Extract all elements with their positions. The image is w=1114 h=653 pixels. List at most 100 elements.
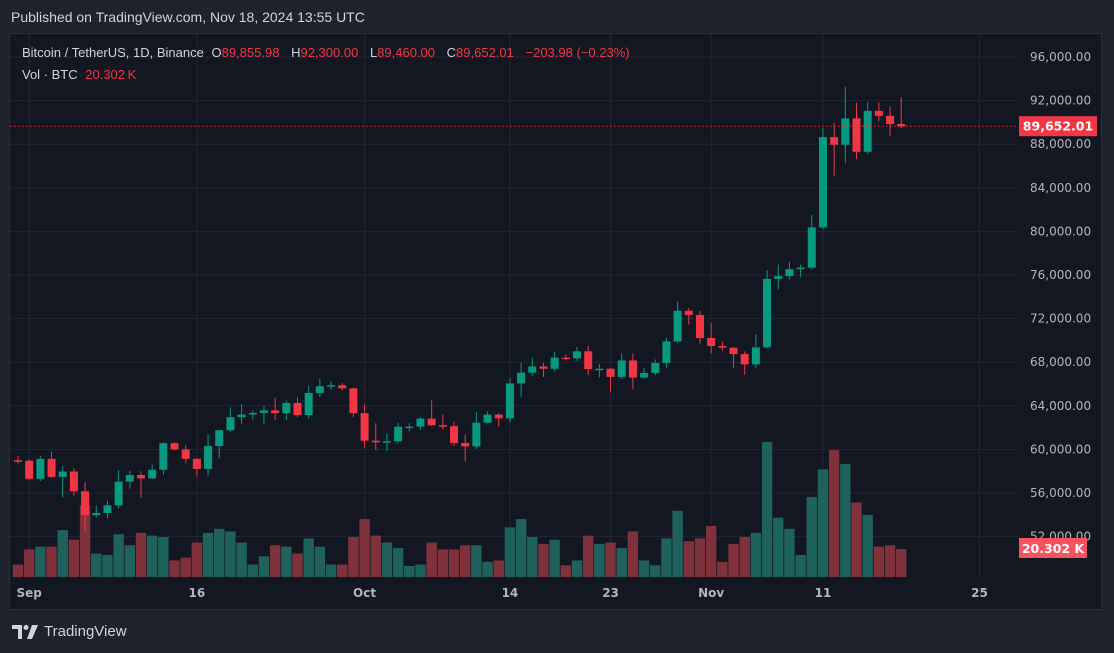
candle-body[interactable] xyxy=(36,458,45,479)
volume-bar[interactable] xyxy=(135,532,147,577)
volume-bar[interactable] xyxy=(437,549,449,577)
candle-body[interactable] xyxy=(371,440,380,443)
candle-body[interactable] xyxy=(729,347,738,355)
candle-body[interactable] xyxy=(416,418,425,427)
candle-body[interactable] xyxy=(69,471,78,492)
volume-bar[interactable] xyxy=(582,535,594,577)
volume-bar[interactable] xyxy=(896,549,907,577)
candle-body[interactable] xyxy=(695,314,704,339)
candle-body[interactable] xyxy=(125,475,134,482)
volume-bar[interactable] xyxy=(337,564,348,577)
candle-body[interactable] xyxy=(192,458,201,469)
candle-body[interactable] xyxy=(25,460,34,479)
candle-body[interactable] xyxy=(14,460,22,462)
candle-body[interactable] xyxy=(349,388,358,414)
candle-body[interactable] xyxy=(259,410,268,413)
volume-bar[interactable] xyxy=(370,535,381,577)
volume-bar[interactable] xyxy=(761,441,773,577)
volume-bar[interactable] xyxy=(23,549,35,577)
candle-body[interactable] xyxy=(92,513,101,516)
candle-body[interactable] xyxy=(886,115,895,125)
volume-bar[interactable] xyxy=(828,450,840,577)
volume-bar[interactable] xyxy=(482,561,493,577)
volume-bar[interactable] xyxy=(773,517,784,577)
volume-bar[interactable] xyxy=(325,564,337,577)
volume-bar[interactable] xyxy=(571,560,583,577)
candle-body[interactable] xyxy=(517,372,526,384)
volume-bar[interactable] xyxy=(560,565,572,577)
volume-bar[interactable] xyxy=(817,469,829,577)
volume-bar[interactable] xyxy=(471,545,482,577)
candle-body[interactable] xyxy=(707,338,716,347)
volume-bar[interactable] xyxy=(605,542,616,577)
volume-bar[interactable] xyxy=(717,561,728,577)
volume-bar[interactable] xyxy=(269,545,281,577)
candle-body[interactable] xyxy=(405,426,414,429)
candle-body[interactable] xyxy=(114,481,123,506)
volume-bar[interactable] xyxy=(784,528,795,577)
volume-bar[interactable] xyxy=(146,535,158,577)
volume-bar[interactable] xyxy=(627,531,639,577)
candle-body[interactable] xyxy=(606,368,615,377)
candle-body[interactable] xyxy=(483,414,492,423)
volume-bar[interactable] xyxy=(616,548,627,577)
volume-bar[interactable] xyxy=(672,510,683,577)
candle-body[interactable] xyxy=(785,269,794,277)
candle-body[interactable] xyxy=(461,443,470,447)
volume-bar[interactable] xyxy=(426,542,437,577)
candle-body[interactable] xyxy=(740,354,749,365)
candle-body[interactable] xyxy=(58,471,67,477)
volume-bar[interactable] xyxy=(404,565,415,577)
volume-bar[interactable] xyxy=(79,505,91,577)
candle-body[interactable] xyxy=(539,366,548,369)
candle-body[interactable] xyxy=(148,469,157,479)
candle-body[interactable] xyxy=(818,137,827,228)
volume-bar[interactable] xyxy=(247,564,258,577)
volume-bar[interactable] xyxy=(415,564,426,577)
candle-body[interactable] xyxy=(81,491,90,516)
candle-body[interactable] xyxy=(215,430,224,447)
volume-bar[interactable] xyxy=(851,502,862,577)
candle-body[interactable] xyxy=(673,310,682,342)
volume-bar[interactable] xyxy=(862,514,873,577)
volume-bar[interactable] xyxy=(840,463,851,577)
candle-body[interactable] xyxy=(136,475,145,479)
candle-body[interactable] xyxy=(237,414,246,418)
volume-bar[interactable] xyxy=(493,560,504,577)
candle-body[interactable] xyxy=(494,414,503,419)
candle-body[interactable] xyxy=(360,413,369,441)
volume-bar[interactable] xyxy=(705,525,717,577)
candle-body[interactable] xyxy=(181,449,190,459)
volume-bar[interactable] xyxy=(258,556,270,577)
candle-body[interactable] xyxy=(774,276,783,279)
candle-body[interactable] xyxy=(763,278,772,348)
candle-body[interactable] xyxy=(751,347,760,365)
candle-body[interactable] xyxy=(651,362,660,373)
candle-body[interactable] xyxy=(628,360,637,378)
volume-bar[interactable] xyxy=(806,497,817,577)
volume-bar[interactable] xyxy=(91,553,102,577)
candle-body[interactable] xyxy=(282,402,291,414)
tradingview-brand[interactable]: TradingView xyxy=(44,623,127,640)
volume-bar[interactable] xyxy=(527,537,538,577)
volume-bar[interactable] xyxy=(694,538,706,577)
candle-body[interactable] xyxy=(271,410,280,414)
volume-bar[interactable] xyxy=(795,554,806,577)
volume-bar[interactable] xyxy=(728,543,739,577)
candle-body[interactable] xyxy=(204,446,213,469)
chart-frame[interactable] xyxy=(9,33,1102,610)
candle-body[interactable] xyxy=(573,351,581,359)
candle-body[interactable] xyxy=(584,351,593,370)
candle-body[interactable] xyxy=(382,441,391,443)
candle-body[interactable] xyxy=(315,386,324,393)
volume-bar[interactable] xyxy=(225,531,236,577)
volume-bar[interactable] xyxy=(348,537,359,577)
symbol-title[interactable]: Bitcoin / TetherUS, 1D, Binance xyxy=(22,45,204,60)
volume-bar[interactable] xyxy=(683,541,694,577)
candle-body[interactable] xyxy=(874,110,883,116)
candle-body[interactable] xyxy=(103,505,112,514)
candle-body[interactable] xyxy=(248,412,257,415)
volume-bar[interactable] xyxy=(102,554,113,577)
candle-body[interactable] xyxy=(327,385,336,387)
